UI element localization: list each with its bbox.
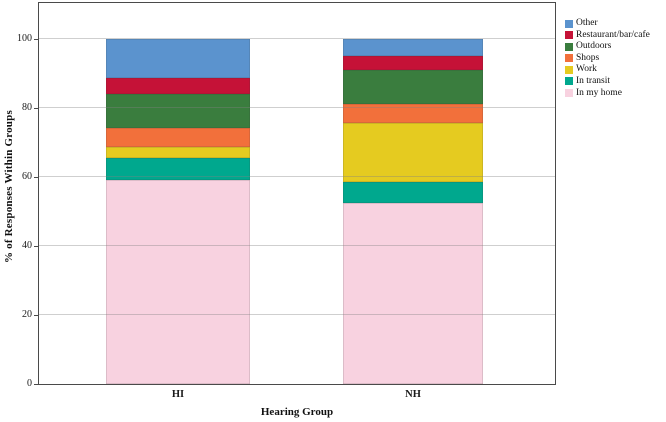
y-tick-mark-100: [34, 38, 38, 40]
segment-HI-other: [106, 38, 250, 79]
legend-label: Shops: [576, 52, 600, 63]
y-tick-label-80: 80: [22, 101, 32, 113]
plot-area: [38, 2, 556, 385]
legend-swatch-icon: [565, 89, 573, 98]
segment-NH-work: [343, 123, 483, 182]
segment-NH-restaurant-bar-cafe: [343, 55, 483, 70]
legend-swatch-icon: [565, 77, 573, 86]
legend-label: Restaurant/bar/cafe: [576, 29, 650, 40]
legend-swatch-icon: [565, 31, 573, 40]
bar-NH: [343, 38, 483, 384]
legend-item-work: Work: [565, 65, 650, 74]
y-tick-mark-40: [34, 245, 38, 247]
y-tick-label-0: 0: [27, 378, 32, 389]
legend-item-other: Other: [565, 18, 650, 28]
legend-label: Outdoors: [576, 41, 612, 52]
legend-item-shops: Shops: [565, 52, 650, 63]
y-tick-label-60: 60: [22, 170, 32, 182]
y-tick-mark-80: [34, 107, 38, 109]
y-tick-mark-0: [34, 384, 38, 385]
x-axis-title: Hearing Group: [260, 406, 334, 418]
segment-HI-work: [106, 147, 250, 158]
segment-NH-in-transit: [343, 181, 483, 203]
legend-swatch-icon: [565, 65, 573, 74]
segment-NH-shops: [343, 104, 483, 124]
bar-HI: [106, 38, 250, 384]
y-tick-label-100: 100: [17, 32, 32, 44]
legend-swatch-icon: [565, 42, 573, 51]
segment-HI-restaurant-bar-cafe: [106, 78, 250, 94]
x-category-label-NH: NH: [405, 389, 421, 400]
segment-NH-outdoors: [343, 69, 483, 105]
y-tick-mark-20: [34, 314, 38, 316]
legend-label: Work: [576, 64, 597, 75]
y-tick-label-40: 40: [22, 239, 32, 251]
legend-swatch-icon: [565, 19, 573, 28]
segment-HI-outdoors: [106, 93, 250, 129]
segment-NH-other: [343, 38, 483, 56]
legend: Other Restaurant/bar/cafe Outdoors Shops Wor…: [565, 18, 650, 98]
segment-HI-in-my-home: [106, 180, 250, 384]
segment-HI-in-transit: [106, 157, 250, 181]
legend-item-in-transit: In transit: [565, 75, 650, 86]
legend-label: In transit: [576, 75, 611, 86]
legend-swatch-icon: [565, 54, 573, 63]
legend-item-in-my-home: In my home: [565, 87, 650, 98]
legend-item-outdoors: Outdoors: [565, 41, 650, 52]
segment-HI-shops: [106, 128, 250, 148]
legend-item-restaurant-bar-cafe: Restaurant/bar/cafe: [565, 29, 650, 40]
x-category-label-HI: HI: [171, 389, 185, 400]
legend-label: In my home: [576, 87, 622, 98]
y-tick-label-20: 20: [22, 308, 32, 320]
y-axis-title: % of Responses Within Groups: [3, 110, 15, 264]
y-tick-mark-60: [34, 176, 38, 178]
segment-NH-in-my-home: [343, 202, 483, 384]
legend-label: Other: [576, 18, 598, 28]
